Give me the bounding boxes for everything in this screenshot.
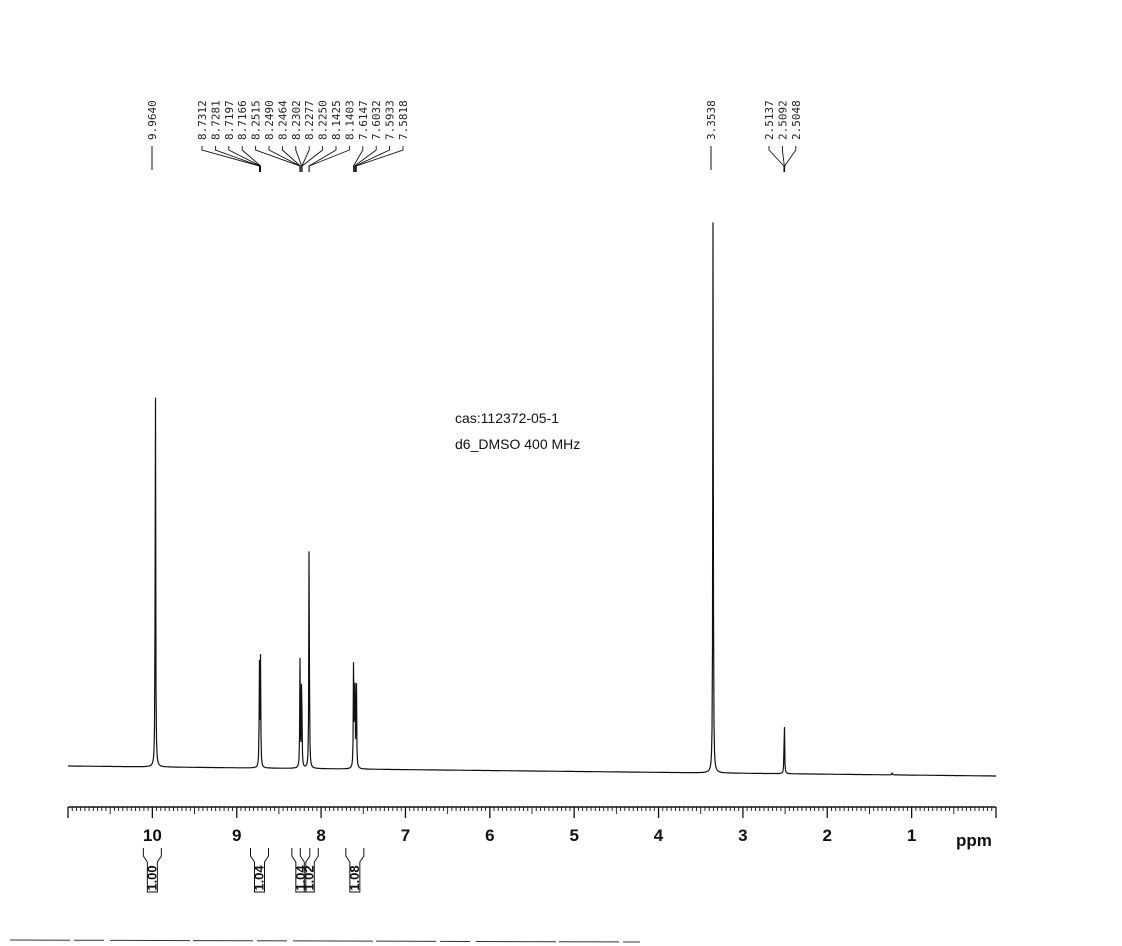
tick-label: 9 xyxy=(232,826,241,845)
tick-label-group: 10 9 8 7 6 5 4 3 2 1 xyxy=(143,826,916,845)
peak-connector xyxy=(214,146,261,172)
peak-connector xyxy=(255,146,301,172)
peak-label: 7.6032 xyxy=(370,100,383,140)
peak-connector xyxy=(784,146,797,172)
peak-label: 7.5818 xyxy=(397,100,410,140)
tick-label: 5 xyxy=(569,826,578,845)
peak-label: 2.5092 xyxy=(776,100,789,140)
peak-label: 8.7197 xyxy=(223,100,236,140)
peak-label: 8.7312 xyxy=(196,100,209,140)
peak-connector xyxy=(301,146,310,172)
peak-label: 8.1425 xyxy=(330,100,343,140)
tick-label: 4 xyxy=(654,826,664,845)
tick-label: 2 xyxy=(823,826,832,845)
axis-unit-label: ppm xyxy=(956,831,992,850)
integral-value: 1.04 xyxy=(252,865,267,891)
peak-label: 2.5137 xyxy=(763,100,776,140)
tick-label: 6 xyxy=(485,826,494,845)
peak-connector xyxy=(355,146,404,172)
peak-connector xyxy=(768,146,785,172)
tick-label: 10 xyxy=(143,826,162,845)
peak-label: 7.5933 xyxy=(384,100,397,140)
spectrum-trace xyxy=(68,222,996,777)
integral-bracket xyxy=(142,848,162,893)
peak-connector xyxy=(295,146,303,172)
peak-label: 8.2515 xyxy=(250,100,263,140)
page-bottom-rule xyxy=(9,939,641,943)
peak-connector xyxy=(241,146,262,172)
ppm-axis: 10 9 8 7 6 5 4 3 2 1 ppm xyxy=(67,806,997,850)
peak-label: 8.1403 xyxy=(343,100,356,140)
peak-connector xyxy=(201,146,260,172)
tick-label: 1 xyxy=(907,826,916,845)
tick-label: 7 xyxy=(401,826,410,845)
peak-label: 9.9640 xyxy=(146,100,159,140)
peak-connector xyxy=(354,146,377,172)
peak-label: 2.5048 xyxy=(790,100,803,140)
peak-connector xyxy=(354,146,391,172)
peak-label: 3.3538 xyxy=(705,100,718,140)
peak-connector xyxy=(281,146,301,172)
peak-label: 7.6147 xyxy=(357,100,370,140)
peak-label-group: 9.9640 8.7312 8.7281 8.7197 8.7166 8.2515 8.24… xyxy=(146,100,803,172)
integral-bracket xyxy=(345,848,365,893)
integral-bracket xyxy=(291,848,311,893)
peak-connector xyxy=(781,146,785,172)
peak-connector xyxy=(353,146,364,172)
peak-connector xyxy=(301,146,324,172)
integral-value: 1.08 xyxy=(347,865,362,890)
peak-label: 8.2277 xyxy=(303,100,316,140)
integral-group: 1.00 1.04 1.041.02 1.08 xyxy=(142,848,365,893)
peak-label: 8.7281 xyxy=(209,100,222,140)
integral-value: 1.00 xyxy=(144,865,159,890)
tick-label: 3 xyxy=(738,826,747,845)
peak-label: 8.7166 xyxy=(236,100,249,140)
integral-bracket xyxy=(299,848,319,893)
integral-bracket xyxy=(250,848,270,893)
peak-label: 8.2302 xyxy=(290,100,303,140)
peak-label: 8.2464 xyxy=(276,100,289,140)
peak-label: 8.2250 xyxy=(317,100,330,140)
tick-marks xyxy=(67,807,997,818)
tick-label: 8 xyxy=(316,826,325,845)
peak-connector xyxy=(308,146,350,172)
sample-cas-annotation: cas:112372-05-1 xyxy=(455,410,559,426)
peak-label: 8.2490 xyxy=(263,100,276,140)
solvent-frequency-annotation: d6_DMSO 400 MHz xyxy=(455,436,580,452)
integral-value: 1.02 xyxy=(301,865,316,890)
spectrum-layer xyxy=(68,222,996,777)
